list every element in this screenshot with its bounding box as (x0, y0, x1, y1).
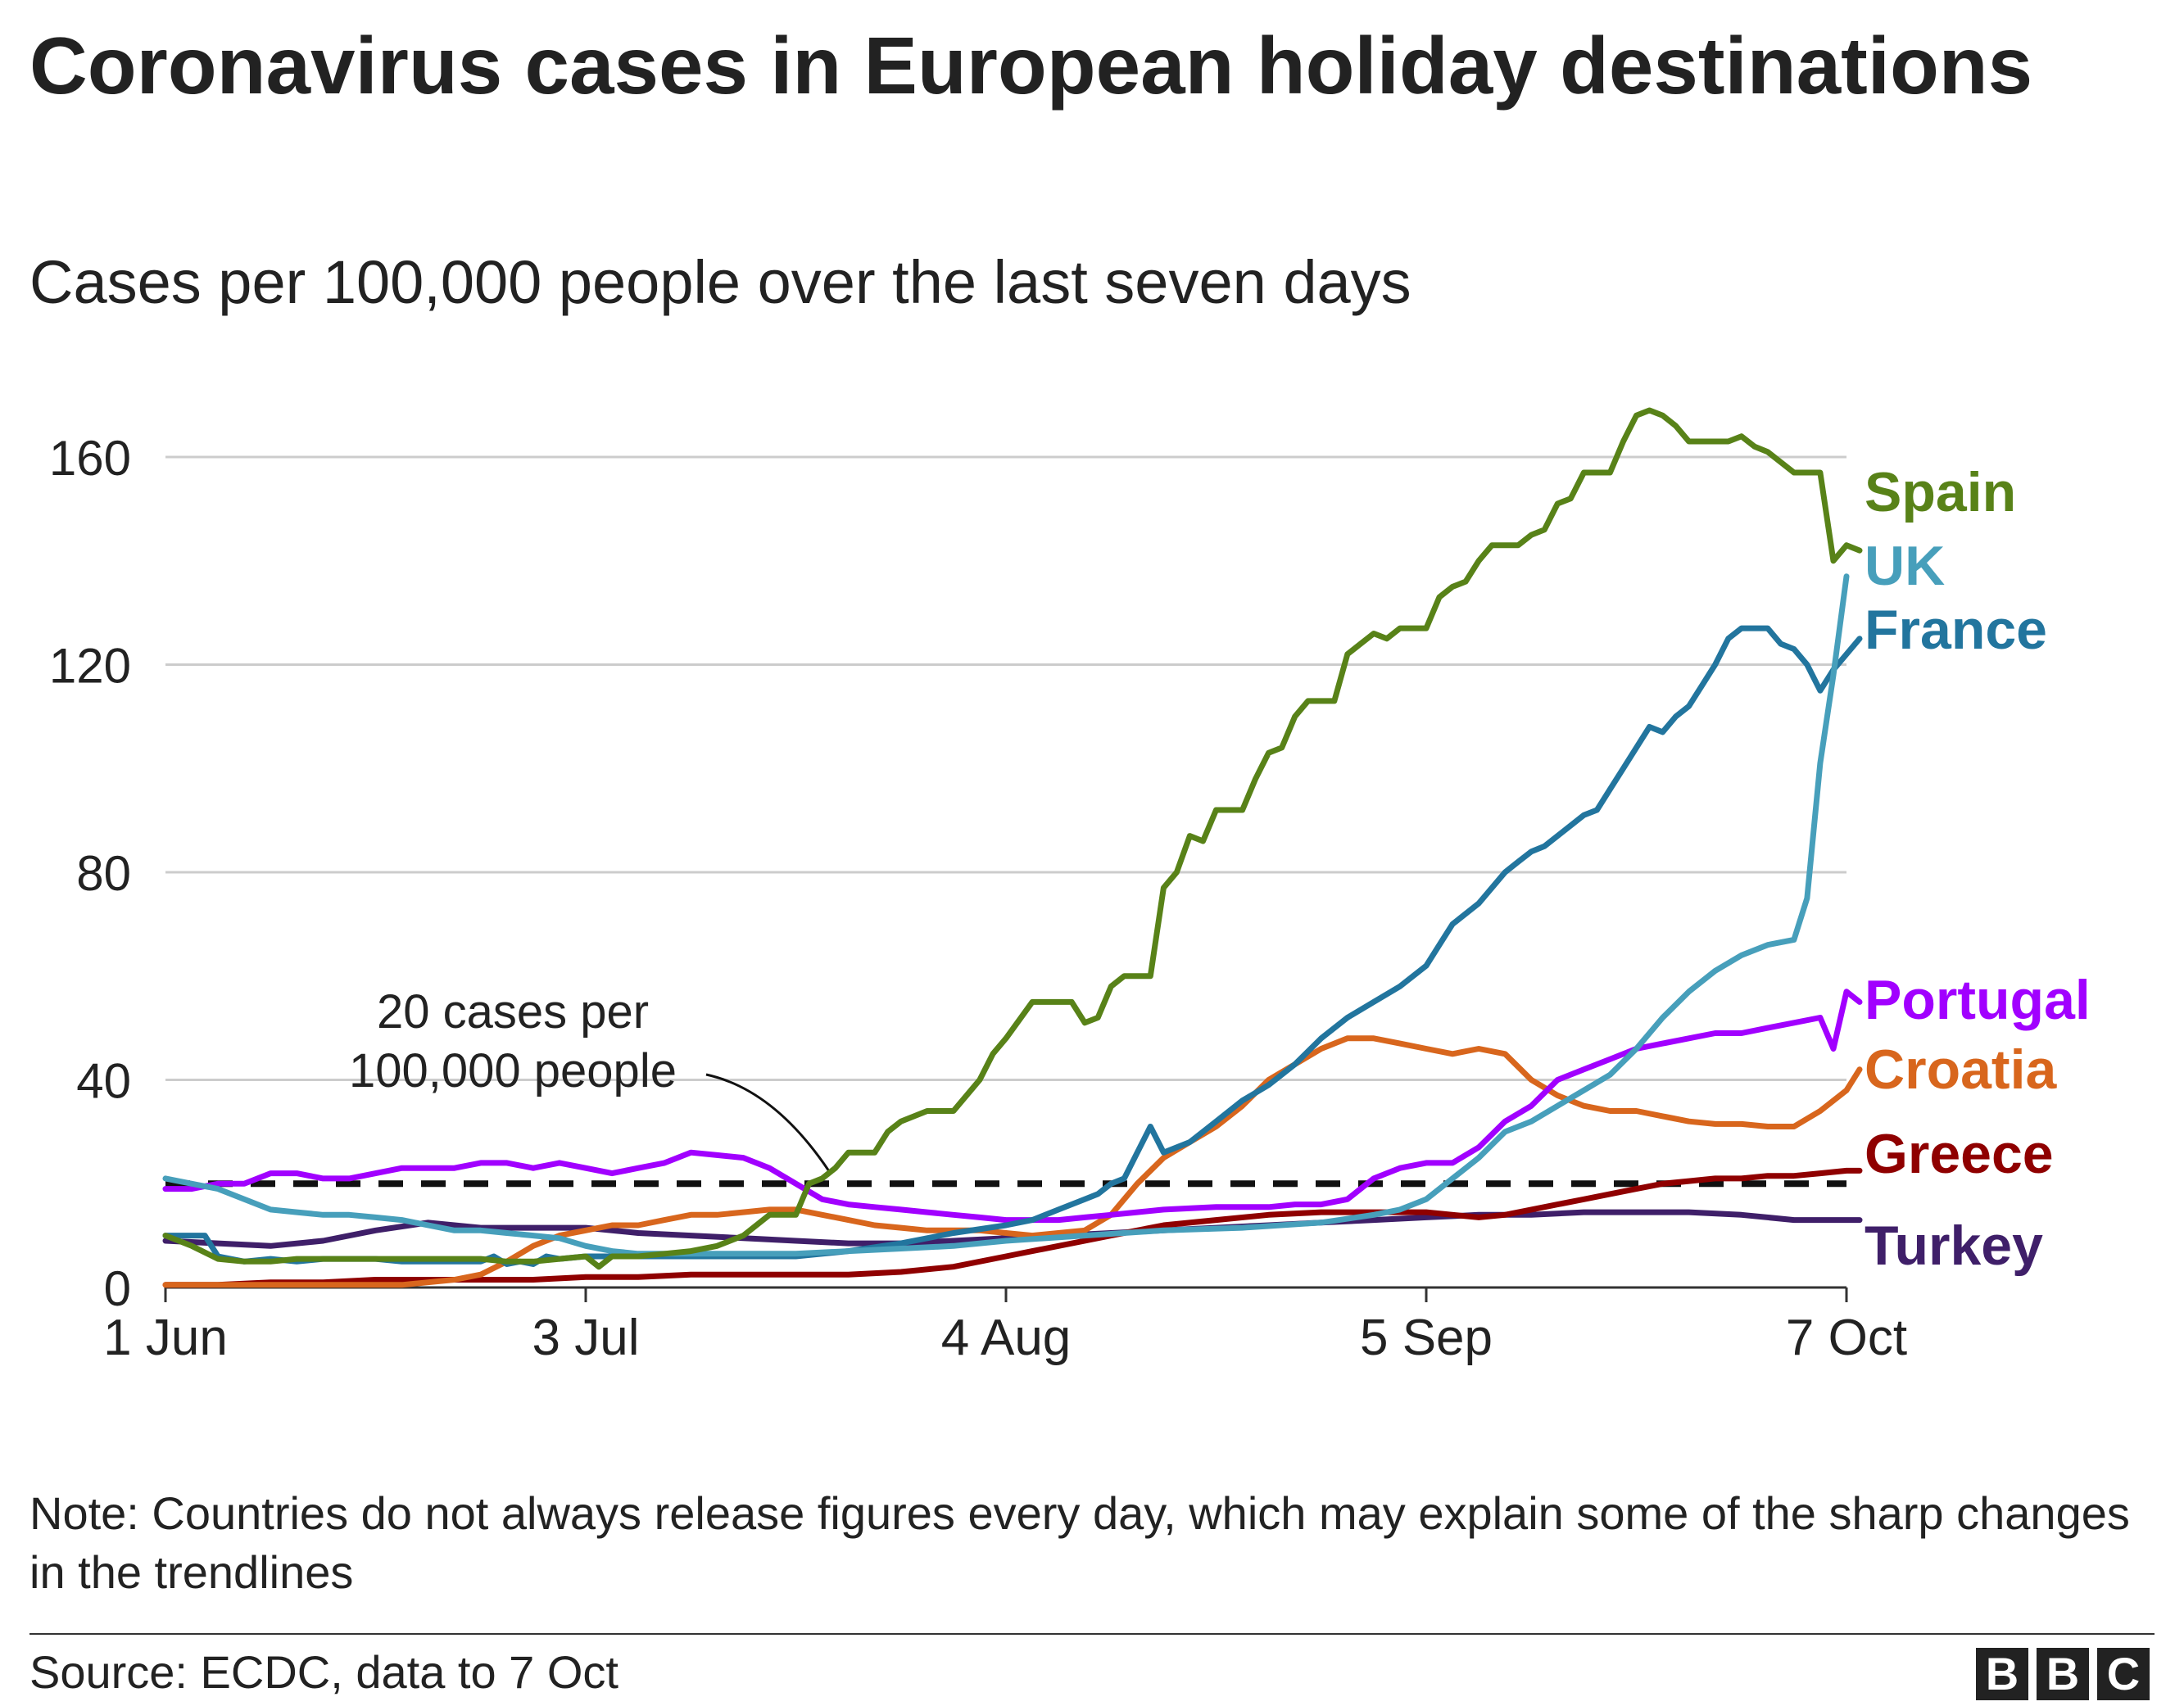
x-tick-label: 7 Oct (1786, 1310, 1907, 1366)
reference-line-label: 100,000 people (349, 1044, 677, 1097)
bbc-logo: B B C (1976, 1648, 2150, 1700)
y-tick-label: 0 (104, 1261, 131, 1316)
x-tick-label: 1 Jun (103, 1310, 228, 1366)
bbc-logo-letter: B (1976, 1648, 2028, 1700)
y-tick-label: 160 (49, 431, 131, 486)
x-axis: 1 Jun 3 Jul 4 Aug 5 Sep 7 Oct (103, 1286, 1907, 1366)
y-tick-label: 80 (76, 846, 131, 901)
reference-line-label: 20 cases per (377, 985, 649, 1039)
annotation-leader (705, 1073, 831, 1172)
series-lines (162, 407, 1863, 1288)
series-line-uk (162, 573, 1850, 1257)
chart-title: Coronavirus cases in European holiday de… (29, 20, 2033, 111)
series-line-greece (162, 1167, 1863, 1288)
series-label-greece: Greece (1865, 1123, 2054, 1185)
series-line-spain (162, 407, 1863, 1270)
series-label-france: France (1865, 599, 2047, 661)
chart-subtitle: Cases per 100,000 people over the last s… (29, 248, 1411, 316)
series-line-portugal (162, 989, 1863, 1224)
series-label-uk: UK (1865, 535, 1945, 597)
source-text: Source: ECDC, data to 7 Oct (29, 1646, 618, 1698)
x-tick-label: 5 Sep (1360, 1310, 1493, 1366)
y-axis-ticks: 0 40 80 120 160 (49, 431, 131, 1316)
line-chart: 0 40 80 120 160 1 Jun 3 Jul 4 Aug 5 Sep 7 Oct 20… (49, 407, 2091, 1366)
footer-divider (29, 1633, 2155, 1635)
series-line-croatia (162, 1035, 1863, 1288)
gridlines (165, 455, 1846, 1081)
x-tick-label: 3 Jul (532, 1310, 640, 1366)
series-label-croatia: Croatia (1865, 1039, 2057, 1101)
series-label-turkey: Turkey (1865, 1215, 2043, 1277)
y-tick-label: 40 (76, 1054, 131, 1109)
y-tick-label: 120 (49, 639, 131, 694)
bbc-logo-letter: C (2097, 1648, 2150, 1700)
chart-note: Note: Countries do not always release fi… (29, 1487, 2130, 1598)
x-tick-label: 4 Aug (941, 1310, 1072, 1366)
series-label-spain: Spain (1865, 461, 2016, 523)
series-label-portugal: Portugal (1865, 969, 2091, 1031)
bbc-logo-letter: B (2037, 1648, 2089, 1700)
